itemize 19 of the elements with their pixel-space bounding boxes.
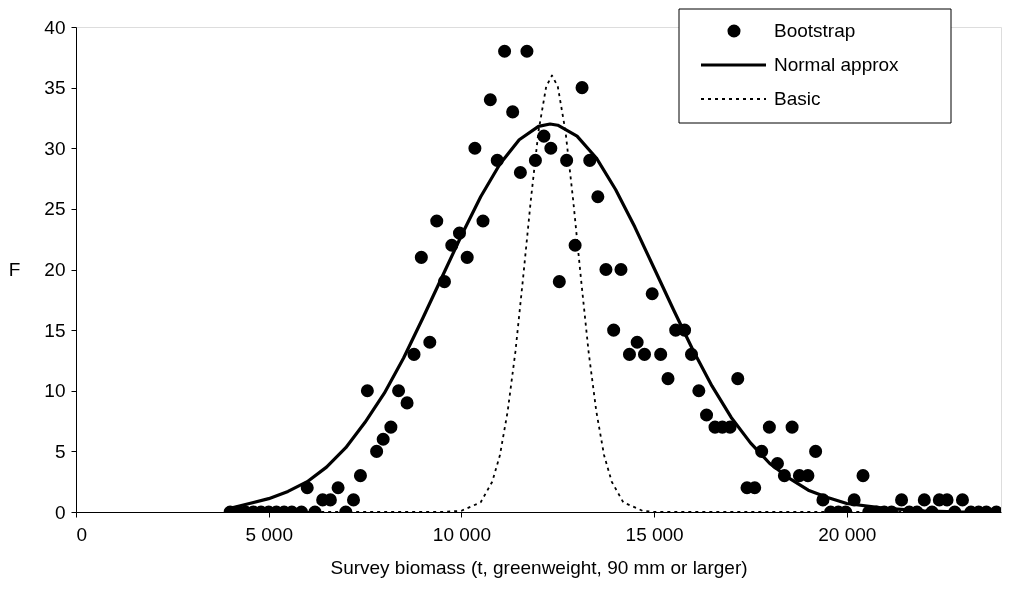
x-tick-label: 20 000 bbox=[818, 523, 877, 545]
legend-label: Basic bbox=[774, 88, 821, 109]
x-axis-title: Survey biomass (t, greenweight, 90 mm or larger) bbox=[330, 556, 748, 578]
legend-label: Bootstrap bbox=[774, 20, 856, 41]
y-tick-label: 10 bbox=[44, 380, 66, 402]
y-axis-title: F bbox=[8, 259, 21, 280]
y-tick-label: 5 bbox=[54, 440, 66, 462]
y-tick-label: 20 bbox=[44, 259, 66, 280]
x-tick-label: 5 000 bbox=[245, 523, 293, 545]
x-tick-label: 15 000 bbox=[625, 523, 684, 545]
y-tick-label: 15 bbox=[44, 319, 66, 341]
y-tick-label: 0 bbox=[54, 501, 66, 523]
y-tick-label: 30 bbox=[44, 137, 66, 159]
y-tick-label: 40 bbox=[44, 16, 66, 38]
legend-label: Normal approx bbox=[774, 54, 900, 75]
x-tick-label: 10 000 bbox=[432, 523, 491, 545]
y-tick-label: 25 bbox=[44, 198, 66, 220]
x-tick-label: 0 bbox=[76, 523, 88, 545]
y-tick-label: 35 bbox=[44, 77, 66, 99]
